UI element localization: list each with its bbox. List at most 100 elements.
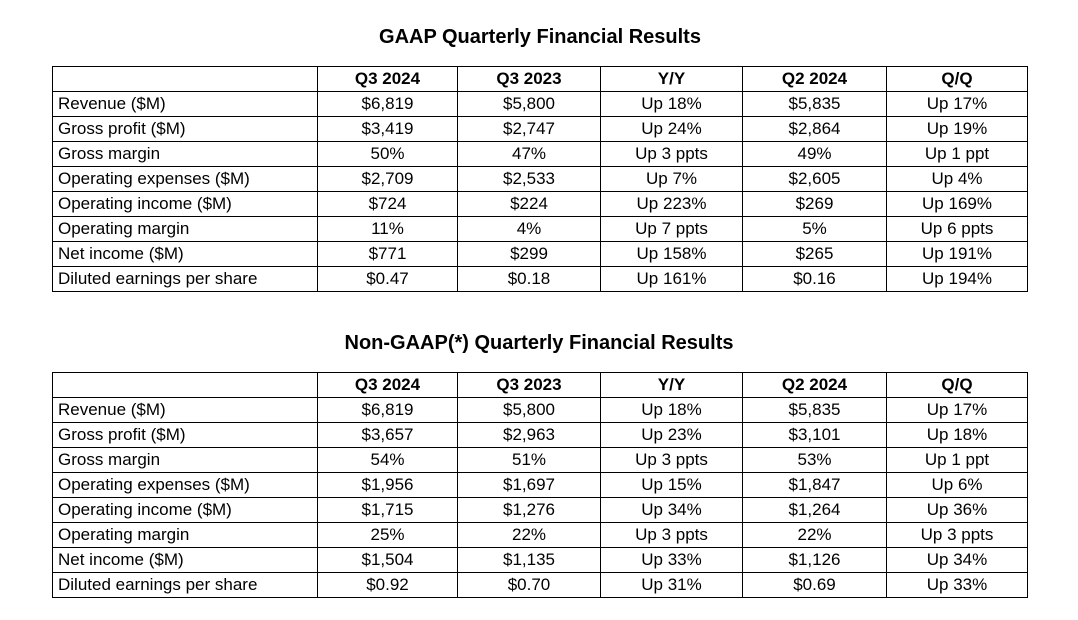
table-cell: $2,709 xyxy=(317,166,458,192)
table-cell: 11% xyxy=(317,216,458,242)
column-header: Q3 2023 xyxy=(457,66,601,92)
table-cell: Up 33% xyxy=(886,572,1028,598)
column-header: Q3 2024 xyxy=(317,372,458,398)
table-row: Operating expenses ($M) $1,956 $1,697 Up… xyxy=(52,472,1028,498)
table-cell: Up 15% xyxy=(600,472,743,498)
table-cell: $1,956 xyxy=(317,472,458,498)
row-label: Diluted earnings per share xyxy=(52,572,318,598)
table-cell: Up 3 ppts xyxy=(600,141,743,167)
table-cell: $3,101 xyxy=(742,422,887,448)
table-cell: Up 223% xyxy=(600,191,743,217)
table-cell: $0.16 xyxy=(742,266,887,292)
table-cell: Up 158% xyxy=(600,241,743,267)
table-cell: Up 24% xyxy=(600,116,743,142)
row-label: Gross profit ($M) xyxy=(52,116,318,142)
table-cell: Up 18% xyxy=(600,91,743,117)
table-cell: Up 1 ppt xyxy=(886,141,1028,167)
table-cell: $0.92 xyxy=(317,572,458,598)
column-header xyxy=(52,66,318,92)
table-row: Revenue ($M) $6,819 $5,800 Up 18% $5,835… xyxy=(52,397,1028,423)
table-row: Operating margin 25% 22% Up 3 ppts 22% U… xyxy=(52,522,1028,548)
table-cell: $0.18 xyxy=(457,266,601,292)
table-cell: $2,963 xyxy=(457,422,601,448)
table-cell: $6,819 xyxy=(317,397,458,423)
table-cell: $6,819 xyxy=(317,91,458,117)
row-label: Operating income ($M) xyxy=(52,191,318,217)
table-cell: 25% xyxy=(317,522,458,548)
table-cell: Up 36% xyxy=(886,497,1028,523)
table-cell: $2,605 xyxy=(742,166,887,192)
row-label: Operating income ($M) xyxy=(52,497,318,523)
table-row: Gross profit ($M) $3,657 $2,963 Up 23% $… xyxy=(52,422,1028,448)
row-label: Revenue ($M) xyxy=(52,91,318,117)
column-header: Q/Q xyxy=(886,372,1028,398)
table-row: Operating income ($M) $1,715 $1,276 Up 3… xyxy=(52,497,1028,523)
table-row: Diluted earnings per share $0.92 $0.70 U… xyxy=(52,572,1028,598)
table-cell: $224 xyxy=(457,191,601,217)
table-cell: Up 7 ppts xyxy=(600,216,743,242)
column-header: Q/Q xyxy=(886,66,1028,92)
table-cell: 50% xyxy=(317,141,458,167)
table-cell: $1,264 xyxy=(742,497,887,523)
table-cell: $1,504 xyxy=(317,547,458,573)
table-cell: $299 xyxy=(457,241,601,267)
table-cell: 54% xyxy=(317,447,458,473)
table-cell: Up 6 ppts xyxy=(886,216,1028,242)
table-row: Gross margin 50% 47% Up 3 ppts 49% Up 1 … xyxy=(52,141,1028,167)
table-cell: Up 3 ppts xyxy=(886,522,1028,548)
gaap-results-table: Q3 2024 Q3 2023 Y/Y Q2 2024 Q/Q Revenue … xyxy=(52,66,1028,292)
table-cell: Up 194% xyxy=(886,266,1028,292)
row-label: Gross margin xyxy=(52,141,318,167)
table-cell: Up 4% xyxy=(886,166,1028,192)
table-cell: Up 33% xyxy=(600,547,743,573)
row-label: Revenue ($M) xyxy=(52,397,318,423)
table-cell: $771 xyxy=(317,241,458,267)
table-cell: $5,800 xyxy=(457,397,601,423)
table-cell: Up 17% xyxy=(886,397,1028,423)
row-label: Diluted earnings per share xyxy=(52,266,318,292)
table-cell: 4% xyxy=(457,216,601,242)
table-cell: Up 7% xyxy=(600,166,743,192)
table-cell: Up 34% xyxy=(600,497,743,523)
gaap-title-text: GAAP Quarterly Financial Results xyxy=(379,26,701,48)
row-label: Operating expenses ($M) xyxy=(52,472,318,498)
table-cell: $2,533 xyxy=(457,166,601,192)
table-cell: 22% xyxy=(457,522,601,548)
table-cell: Up 19% xyxy=(886,116,1028,142)
table-header-row: Q3 2024 Q3 2023 Y/Y Q2 2024 Q/Q xyxy=(52,372,1028,398)
column-header: Y/Y xyxy=(600,372,743,398)
table-cell: Up 161% xyxy=(600,266,743,292)
row-label: Net income ($M) xyxy=(52,241,318,267)
table-cell: $1,126 xyxy=(742,547,887,573)
table-cell: $2,864 xyxy=(742,116,887,142)
table-cell: 53% xyxy=(742,447,887,473)
non-gaap-table-title: Non-GAAP(*) Quarterly Financial Results xyxy=(0,331,1078,355)
table-cell: $724 xyxy=(317,191,458,217)
table-row: Operating expenses ($M) $2,709 $2,533 Up… xyxy=(52,166,1028,192)
non-gaap-results-table: Q3 2024 Q3 2023 Y/Y Q2 2024 Q/Q Revenue … xyxy=(52,372,1028,598)
table-row: Gross profit ($M) $3,419 $2,747 Up 24% $… xyxy=(52,116,1028,142)
table-cell: Up 34% xyxy=(886,547,1028,573)
column-header: Q3 2023 xyxy=(457,372,601,398)
table-cell: 5% xyxy=(742,216,887,242)
table-cell: $1,135 xyxy=(457,547,601,573)
table-cell: Up 1 ppt xyxy=(886,447,1028,473)
row-label: Gross margin xyxy=(52,447,318,473)
table-cell: Up 6% xyxy=(886,472,1028,498)
gaap-table-title: GAAP Quarterly Financial Results xyxy=(0,25,1078,49)
table-cell: Up 191% xyxy=(886,241,1028,267)
table-row: Net income ($M) $771 $299 Up 158% $265 U… xyxy=(52,241,1028,267)
column-header: Y/Y xyxy=(600,66,743,92)
table-cell: $1,697 xyxy=(457,472,601,498)
table-cell: $1,847 xyxy=(742,472,887,498)
row-label: Operating margin xyxy=(52,522,318,548)
table-cell: $269 xyxy=(742,191,887,217)
table-cell: $5,800 xyxy=(457,91,601,117)
row-label: Net income ($M) xyxy=(52,547,318,573)
table-row: Revenue ($M) $6,819 $5,800 Up 18% $5,835… xyxy=(52,91,1028,117)
table-row: Diluted earnings per share $0.47 $0.18 U… xyxy=(52,266,1028,292)
table-cell: Up 3 ppts xyxy=(600,522,743,548)
table-cell: Up 3 ppts xyxy=(600,447,743,473)
non-gaap-title-text: Non-GAAP(*) Quarterly Financial Results xyxy=(344,332,734,354)
table-cell: $1,276 xyxy=(457,497,601,523)
